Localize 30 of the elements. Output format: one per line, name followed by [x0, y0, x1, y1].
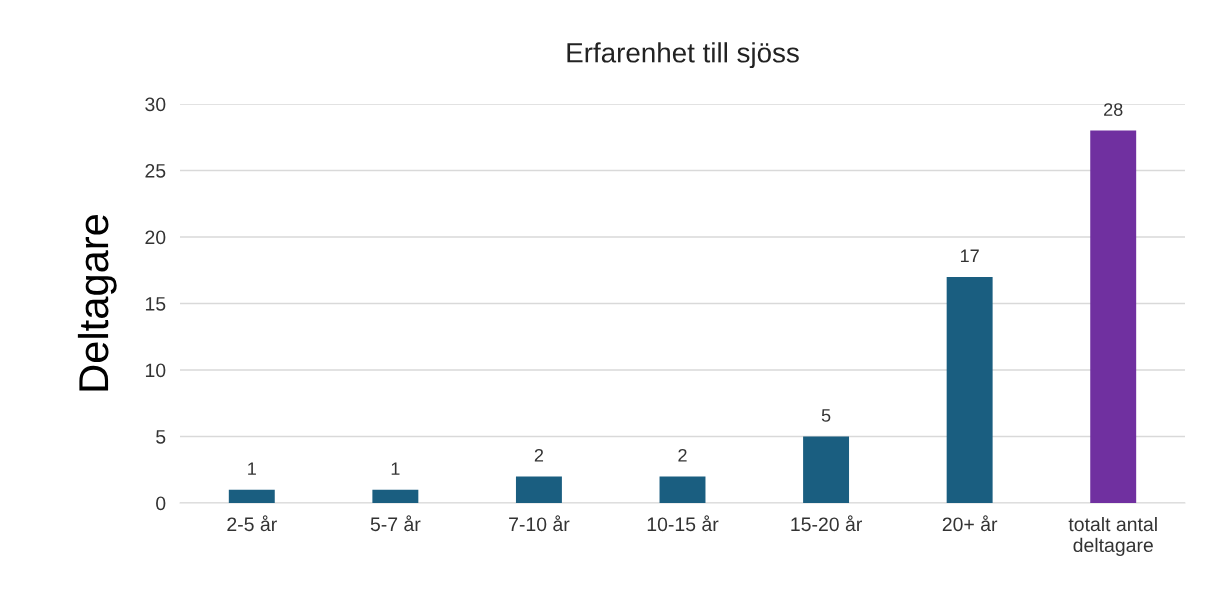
x-tick-label: 10-15 år: [647, 515, 719, 532]
x-tick-label: totalt antal deltagare: [1068, 516, 1157, 556]
data-label: 2: [678, 448, 687, 462]
data-label: 1: [248, 462, 256, 475]
data-label: 2: [534, 448, 544, 462]
y-axis-title: Deltagare: [77, 215, 117, 391]
data-label: 17: [960, 249, 979, 263]
y-tick-label: 30: [145, 97, 166, 112]
bar: [372, 489, 419, 503]
x-tick-label: 20+ år: [942, 515, 998, 532]
data-label: 5: [821, 409, 831, 422]
y-tick-label: 10: [145, 363, 166, 378]
bar: [659, 476, 706, 503]
bar: [228, 489, 275, 503]
bar: [1090, 130, 1137, 503]
chart-title: Erfarenhet till sjöss: [567, 42, 799, 69]
x-tick-label: 2-5 år: [227, 515, 277, 532]
bar: [946, 276, 993, 503]
bar: [803, 436, 850, 503]
y-tick-label: 20: [145, 230, 166, 245]
bar: [515, 476, 562, 503]
y-tick-label: 5: [156, 430, 166, 444]
y-tick-label: 25: [145, 163, 166, 178]
y-tick-label: 15: [145, 297, 166, 311]
x-tick-label: 7-10 år: [509, 515, 570, 532]
x-tick-label: 15-20 år: [791, 515, 862, 532]
data-label: 28: [1104, 103, 1123, 116]
data-label: 1: [391, 462, 400, 475]
y-tick-label: 0: [156, 496, 166, 511]
x-tick-label: 5-7 år: [370, 515, 421, 532]
